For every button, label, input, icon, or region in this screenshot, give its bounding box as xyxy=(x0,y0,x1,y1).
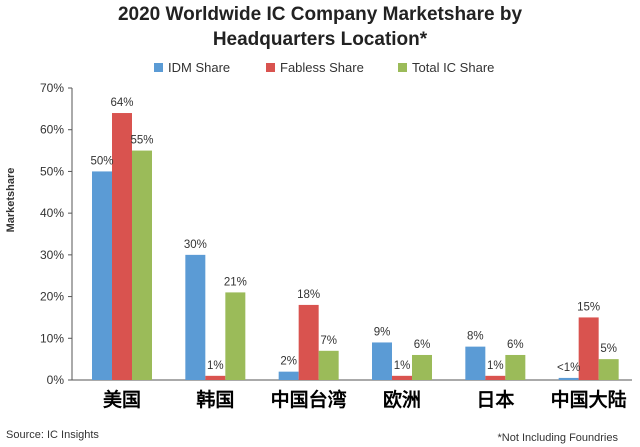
bar-美国-idm-share xyxy=(92,171,112,380)
data-label: 5% xyxy=(600,343,617,355)
bar-欧洲-total-ic-share xyxy=(412,354,432,380)
x-category-label: 中国大陆 xyxy=(551,388,627,411)
data-label: <1% xyxy=(557,362,580,374)
legend-label-2: Fabless Share xyxy=(280,60,364,75)
bar-中国台湾-total-ic-share xyxy=(318,350,339,380)
x-category-label: 中国台湾 xyxy=(271,388,347,411)
legend: IDM Share Fabless Share Total IC Share xyxy=(154,60,494,75)
bar-美国-total-ic-share xyxy=(132,150,152,380)
chart-title-line-1: 2020 Worldwide IC Company Marketshare by xyxy=(118,4,522,25)
bar-中国台湾-fabless-share xyxy=(298,304,319,380)
bar-韩国-idm-share xyxy=(185,254,206,380)
bar-日本-fabless-share xyxy=(485,375,506,380)
y-tick-label: 70% xyxy=(40,81,64,95)
data-label: 1% xyxy=(207,360,224,372)
source-note: Source: IC Insights xyxy=(6,429,99,441)
legend-swatch-2 xyxy=(266,63,275,72)
bar-韩国-total-ic-share xyxy=(225,292,246,380)
x-category-label: 日本 xyxy=(476,388,514,411)
legend-label-1: IDM Share xyxy=(168,60,230,75)
bar-日本-total-ic-share xyxy=(505,354,526,380)
y-tick-label: 40% xyxy=(40,206,64,220)
y-tick-label: 10% xyxy=(40,331,64,345)
bars xyxy=(92,113,619,381)
bar-中国台湾-idm-share xyxy=(278,371,299,380)
bar-日本-idm-share xyxy=(465,346,486,380)
x-axis-categories: 美国 韩国 中国台湾 欧洲 日本 中国大陆 xyxy=(103,388,627,411)
y-axis: 0% 10% 20% 30% 40% 50% 60% 70% xyxy=(40,81,632,387)
y-tick-label: 60% xyxy=(40,123,64,137)
y-tick-label: 50% xyxy=(40,164,64,178)
bar-美国-fabless-share xyxy=(112,113,132,381)
bar-中国大陆-total-ic-share xyxy=(598,359,619,380)
bar-中国大陆-idm-share xyxy=(558,377,579,380)
bar-欧洲-fabless-share xyxy=(392,375,412,380)
data-label: 64% xyxy=(110,97,133,109)
bar-欧洲-idm-share xyxy=(372,342,392,380)
data-label: 1% xyxy=(487,360,504,372)
y-tick-label: 30% xyxy=(40,248,64,262)
data-label: 55% xyxy=(130,135,153,147)
x-category-label: 欧洲 xyxy=(383,388,421,411)
data-label: 30% xyxy=(184,239,207,251)
data-label: 15% xyxy=(577,301,600,313)
y-axis-label: Marketshare xyxy=(5,168,17,233)
data-label: 6% xyxy=(507,339,524,351)
footnote: *Not Including Foundries xyxy=(498,432,619,444)
data-label: 8% xyxy=(467,331,484,343)
data-label: 50% xyxy=(90,155,113,167)
data-label: 21% xyxy=(224,276,247,288)
bar-韩国-fabless-share xyxy=(205,375,226,380)
data-label: 6% xyxy=(414,339,431,351)
y-tick-label: 20% xyxy=(40,290,64,304)
legend-label-3: Total IC Share xyxy=(412,60,494,75)
data-label: 18% xyxy=(297,289,320,301)
y-tick-label: 0% xyxy=(47,373,65,387)
legend-swatch-1 xyxy=(154,63,163,72)
data-label: 7% xyxy=(320,335,337,347)
legend-swatch-3 xyxy=(398,63,407,72)
x-category-label: 美国 xyxy=(103,388,141,411)
data-label: 1% xyxy=(394,360,411,372)
chart-title-line-2: Headquarters Location* xyxy=(213,29,428,50)
data-label: 9% xyxy=(374,326,391,338)
x-category-label: 韩国 xyxy=(196,388,234,411)
data-label: 2% xyxy=(280,356,297,368)
data-labels: 50%64%55%30%1%21%2%18%7%9%1%6%8%1%6%<1%1… xyxy=(90,97,616,374)
bar-中国大陆-fabless-share xyxy=(578,317,599,380)
